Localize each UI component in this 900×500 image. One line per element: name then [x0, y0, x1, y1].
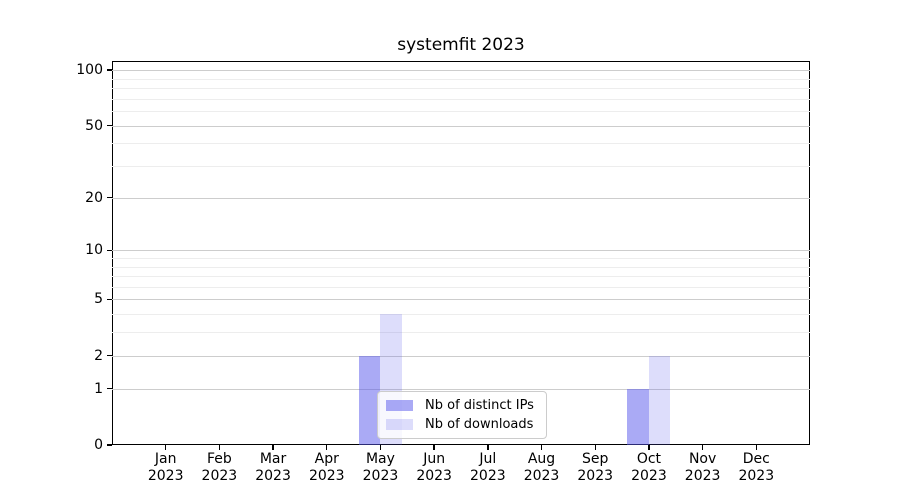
y-tick-mark: [107, 196, 112, 199]
chart-title: systemfit 2023: [397, 35, 525, 55]
x-tick-mark: [272, 445, 274, 450]
x-tick-label: Apr 2023: [292, 451, 362, 485]
x-tick-mark: [594, 445, 596, 450]
y-tick-mark: [107, 69, 112, 71]
x-tick-mark: [755, 445, 757, 450]
gridline-minor: [112, 98, 810, 100]
y-tick-label: 2: [94, 347, 103, 364]
y-tick-mark: [107, 249, 112, 251]
x-tick-label-line: 2023: [201, 468, 238, 484]
gridline-major: [112, 355, 810, 357]
gridline-minor: [112, 257, 810, 259]
x-tick-label-line: Jan: [154, 451, 177, 467]
x-tick-label-line: Mar: [259, 451, 287, 467]
x-tick-label-line: 2023: [362, 468, 399, 484]
x-tick-label: Jun 2023: [399, 451, 469, 485]
gridline-major: [112, 388, 810, 390]
x-tick-label: May 2023: [345, 451, 415, 485]
gridline-minor: [112, 143, 810, 145]
x-tick-mark: [164, 445, 167, 450]
x-tick-label: Feb 2023: [184, 451, 254, 485]
x-tick-mark: [326, 445, 328, 450]
gridline-minor: [112, 276, 810, 278]
x-tick-mark: [540, 445, 543, 450]
y-tick-label: 10: [85, 242, 103, 259]
y-tick-label: 0: [94, 437, 103, 453]
y-tick-label: 50: [85, 117, 103, 134]
gridline-minor: [112, 314, 810, 316]
y-tick-mark: [107, 444, 112, 446]
x-tick-label-line: 2023: [684, 468, 721, 484]
legend-swatch: [386, 419, 413, 430]
x-tick-label-line: 2023: [523, 468, 560, 484]
x-tick-label: Jan 2023: [131, 451, 201, 485]
gridline-major: [112, 250, 810, 252]
plot-border: [112, 61, 810, 445]
y-tick-label: 100: [76, 62, 103, 79]
x-tick-label: Oct 2023: [614, 451, 684, 485]
y-tick-mark: [107, 298, 112, 301]
x-tick-mark: [218, 445, 221, 450]
x-tick-label-line: 2023: [308, 468, 345, 484]
x-tick-label-line: Jul: [479, 451, 497, 467]
gridline-minor: [112, 111, 810, 113]
x-tick-mark: [648, 445, 650, 450]
y-tick-label: 1: [94, 380, 103, 397]
x-tick-label-line: May: [365, 451, 395, 467]
y-tick-label: 5: [94, 291, 103, 308]
x-tick-label-line: 2023: [416, 468, 452, 484]
x-tick-label-line: Oct: [636, 451, 662, 467]
x-tick-label-line: Sep: [582, 451, 609, 467]
x-tick-label-line: Apr: [314, 451, 339, 467]
x-tick-label-line: 2023: [738, 468, 775, 484]
gridline-major: [112, 299, 810, 301]
gridline-major: [112, 197, 810, 199]
plot-area: Nb of distinct IPs Nb of downloads: [112, 61, 810, 445]
bar-distinct-ips: [627, 388, 649, 445]
x-tick-mark: [487, 445, 489, 450]
y-tick-mark: [107, 355, 112, 357]
legend: Nb of distinct IPs Nb of downloads: [377, 391, 547, 439]
x-tick-mark: [701, 445, 704, 450]
gridline-major: [112, 125, 810, 127]
gridline-minor: [112, 266, 810, 268]
legend-label: Nb of downloads: [425, 417, 534, 432]
x-tick-label-line: 2023: [147, 468, 184, 484]
x-tick-label: Sep 2023: [560, 451, 630, 485]
y-tick-mark: [107, 124, 112, 127]
y-tick-label: 20: [85, 189, 103, 206]
legend-label: Nb of distinct IPs: [425, 398, 534, 413]
x-tick-label: Mar 2023: [238, 451, 308, 485]
legend-row: Nb of downloads: [386, 415, 538, 434]
x-tick-label-line: Jun: [423, 451, 446, 467]
y-tick-mark: [107, 387, 112, 390]
x-tick-label-line: 2023: [577, 468, 614, 484]
gridline-minor: [112, 286, 810, 288]
x-tick-label: Nov 2023: [668, 451, 738, 485]
gridline-major: [112, 70, 810, 72]
legend-row: Nb of distinct IPs: [386, 396, 538, 415]
x-tick-label: Aug 2023: [507, 451, 577, 485]
bar-downloads: [648, 355, 671, 445]
x-tick-mark: [379, 445, 382, 450]
legend-swatch: [386, 400, 413, 411]
x-tick-label-line: Dec: [742, 451, 770, 467]
x-tick-label: Jul 2023: [453, 451, 523, 485]
gridline-minor: [112, 332, 810, 334]
x-tick-label-line: 2023: [255, 468, 291, 484]
x-tick-label-line: Nov: [688, 451, 717, 467]
bar-distinct-ips: [358, 355, 381, 445]
x-tick-label-line: 2023: [470, 468, 506, 484]
gridline-minor: [112, 166, 810, 168]
x-tick-mark: [433, 445, 435, 450]
x-tick-label: Dec 2023: [721, 451, 791, 485]
gridline-minor: [112, 88, 810, 90]
x-tick-label-line: Feb: [206, 451, 232, 467]
x-tick-label-line: 2023: [631, 468, 667, 484]
gridline-minor: [112, 78, 810, 80]
x-tick-label-line: Aug: [527, 451, 556, 467]
